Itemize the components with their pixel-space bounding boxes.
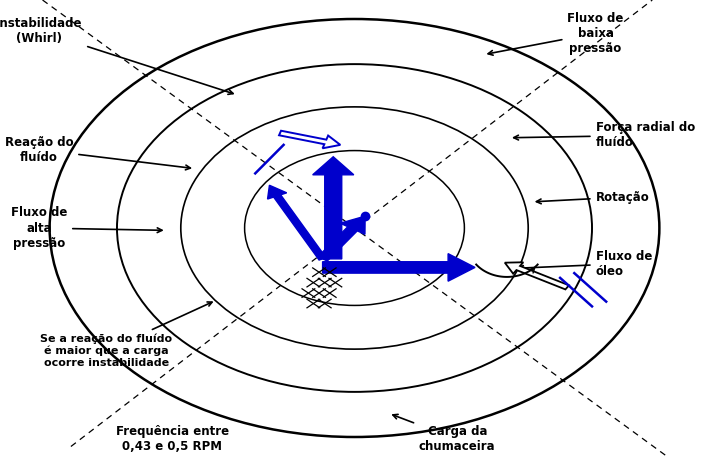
FancyArrow shape [267,185,326,260]
FancyArrow shape [505,262,569,289]
Text: Instabilidade
(Whirl): Instabilidade (Whirl) [0,17,233,95]
FancyArrow shape [279,131,340,148]
Text: Fluxo de
baixa
pressão: Fluxo de baixa pressão [488,12,624,55]
Text: Reação do
fluído: Reação do fluído [5,136,191,170]
FancyArrow shape [318,216,365,261]
Text: Fluxo de
alta
pressão: Fluxo de alta pressão [11,207,162,249]
Text: Fluxo de
óleo: Fluxo de óleo [519,250,652,277]
Text: Força radial do
fluído: Força radial do fluído [514,122,695,149]
FancyArrow shape [313,157,354,259]
Text: Carga da
chumaceira: Carga da chumaceira [393,414,496,453]
Text: Rotação: Rotação [537,190,649,204]
Text: Frequência entre
0,43 e 0,5 RPM: Frequência entre 0,43 e 0,5 RPM [116,426,229,453]
Text: Se a reação do fluído
é maior que a carga
ocorre instabilidade: Se a reação do fluído é maior que a carg… [40,302,212,368]
FancyArrow shape [323,254,475,281]
